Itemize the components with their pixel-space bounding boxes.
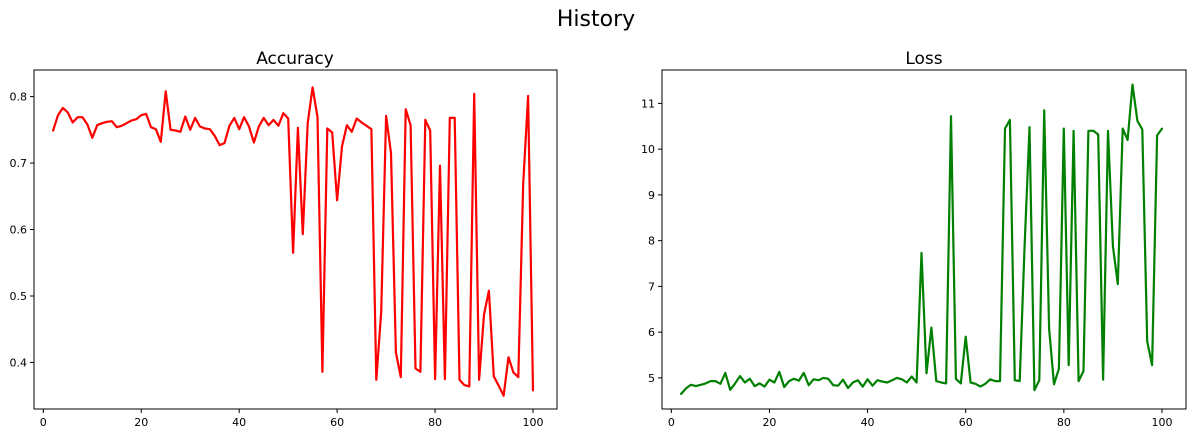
loss-series-group: [679, 83, 1164, 395]
accuracy-chart-title: Accuracy: [256, 49, 334, 69]
accuracy-xtick-label: 60: [330, 416, 344, 429]
accuracy-series-group: [51, 86, 535, 397]
accuracy-ytick-label: 0.7: [10, 157, 28, 170]
accuracy-xtick-label: 0: [40, 416, 47, 429]
loss-xtick-label: 0: [668, 416, 675, 429]
accuracy-series-line: [51, 86, 535, 397]
loss-ytick-label: 6: [648, 326, 655, 339]
loss-subplot: Loss 5 6 7 8 9 10 11 0 20 40 60 80 100: [641, 49, 1187, 429]
loss-plot-frame: [661, 69, 1187, 410]
accuracy-subplot: Accuracy 0.4 0.5 0.6 0.7 0.8 0 20 40 60 80 100: [10, 49, 558, 429]
loss-ytick-label: 5: [648, 372, 655, 385]
accuracy-xtick-label: 80: [428, 416, 442, 429]
accuracy-ytick-label: 0.6: [10, 224, 28, 237]
loss-xtick-label: 80: [1057, 416, 1071, 429]
loss-ytick-label: 8: [648, 235, 655, 248]
loss-ytick-label: 10: [641, 143, 655, 156]
loss-xtick-label: 20: [762, 416, 776, 429]
loss-xtick-label: 100: [1151, 416, 1172, 429]
loss-xtick-label: 40: [861, 416, 875, 429]
loss-xtick-label: 60: [959, 416, 973, 429]
accuracy-xtick-label: 40: [232, 416, 246, 429]
accuracy-plot-frame: [33, 69, 558, 410]
loss-y-axis: 5 6 7 8 9 10 11: [641, 97, 662, 385]
accuracy-xtick-label: 100: [523, 416, 544, 429]
loss-series-line: [679, 83, 1164, 395]
accuracy-y-axis: 0.4 0.5 0.6 0.7 0.8: [10, 91, 34, 369]
loss-ytick-label: 11: [641, 97, 655, 110]
loss-ytick-label: 7: [648, 280, 655, 293]
accuracy-ytick-label: 0.5: [10, 290, 28, 303]
loss-chart-title: Loss: [905, 49, 942, 69]
figure-title: History: [557, 7, 635, 32]
accuracy-ytick-label: 0.4: [10, 356, 28, 369]
accuracy-x-axis: 0 20 40 60 80 100: [40, 409, 544, 429]
accuracy-ytick-label: 0.8: [10, 91, 28, 104]
accuracy-xtick-label: 20: [134, 416, 148, 429]
loss-x-axis: 0 20 40 60 80 100: [668, 409, 1172, 429]
loss-ytick-label: 9: [648, 189, 655, 202]
